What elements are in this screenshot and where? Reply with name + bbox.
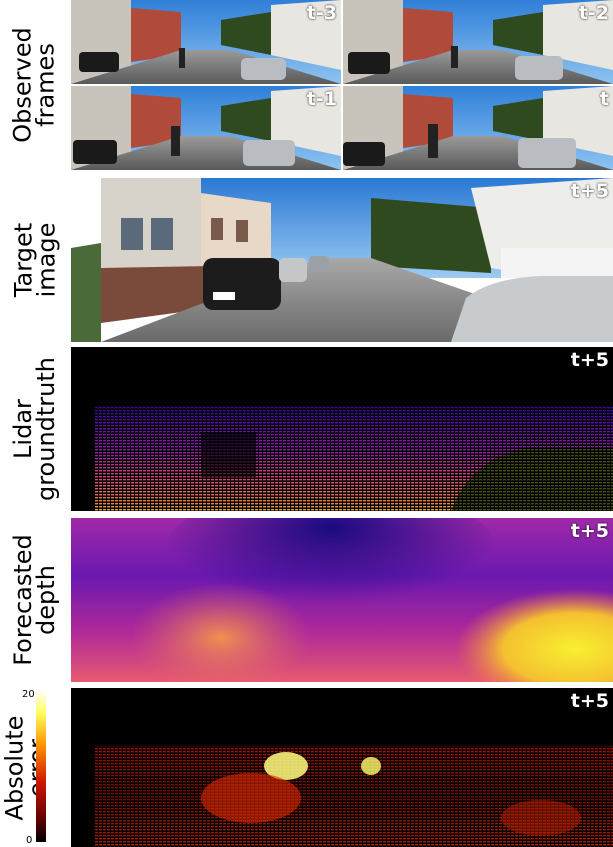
tag-t-3: t-3 — [306, 2, 337, 24]
observed-frame-t-2: t-2 — [343, 0, 613, 84]
error-colorbar — [36, 690, 46, 842]
tag-t-2: t-2 — [578, 2, 609, 24]
tag-t: t — [599, 88, 609, 110]
label-lidar-groundtruth: Lidar groundtruth — [9, 356, 60, 502]
tag-forecast: t+5 — [570, 520, 609, 542]
label-target-image: Target image — [9, 222, 61, 298]
observed-frame-t: t — [343, 86, 613, 170]
target-image: t+5 — [71, 178, 613, 342]
tag-t-1: t-1 — [306, 88, 337, 110]
colorbar-min-label: 0 — [26, 835, 33, 846]
tag-error: t+5 — [570, 690, 609, 712]
forecasted-depth-image: t+5 — [71, 518, 613, 682]
label-observed-frames: Observed frames — [9, 27, 60, 143]
observed-frame-t-3: t-3 — [71, 0, 341, 84]
label-forecasted-depth: Forecasted depth — [9, 534, 60, 666]
colorbar-max-label: 20 — [22, 689, 35, 700]
tag-lidar: t+5 — [570, 349, 609, 371]
tag-target: t+5 — [570, 180, 609, 202]
absolute-error-image: t+5 — [71, 688, 613, 847]
observed-frame-t-1: t-1 — [71, 86, 341, 170]
lidar-groundtruth-image: t+5 — [71, 347, 613, 511]
